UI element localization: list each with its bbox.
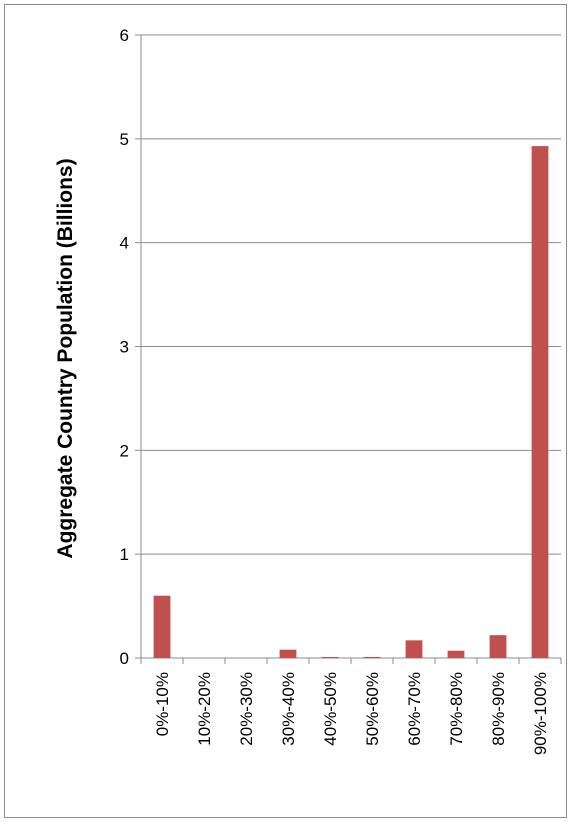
bar-40pct-50pct (321, 656, 339, 658)
y-tick-labels: 0 1 2 3 4 5 6 (120, 26, 129, 668)
bar-90pct-100pct (531, 146, 549, 658)
x-tick-label: 70%-80% (447, 672, 466, 746)
gridlines (135, 34, 562, 664)
y-tick-label: 1 (120, 545, 129, 564)
x-tick-label: 0%-10% (153, 672, 172, 736)
bar-60pct-70pct (405, 640, 423, 658)
x-tick-label: 60%-70% (405, 672, 424, 746)
y-tick-label: 5 (120, 130, 129, 149)
x-tick-label: 20%-30% (237, 672, 256, 746)
bar-30pct-40pct (279, 649, 297, 658)
bars (153, 146, 549, 658)
y-axis-label: Aggregate Country Population (Billions) (54, 158, 77, 558)
x-tick-labels: 0%-10% 10%-20% 20%-30% 30%-40% 40%-50% 50%-60… (153, 672, 550, 755)
x-tick-label: 50%-60% (363, 672, 382, 746)
x-tick-label: 40%-50% (321, 672, 340, 746)
bar-70pct-80pct (447, 650, 465, 658)
bar-0pct-10pct (153, 595, 171, 658)
bar-50pct-60pct (363, 656, 381, 658)
y-tick-label: 6 (120, 26, 129, 45)
y-tick-label: 3 (120, 338, 129, 357)
chart-frame (4, 4, 567, 818)
y-tick-label: 0 (120, 649, 129, 668)
x-tick-label: 10%-20% (195, 672, 214, 746)
x-tick-label: 30%-40% (279, 672, 298, 746)
y-tick-label: 4 (120, 234, 129, 253)
x-tick-label: 90%-100% (531, 672, 550, 755)
y-tick-label: 2 (120, 441, 129, 460)
x-tick-label: 80%-90% (489, 672, 508, 746)
bar-80pct-90pct (489, 635, 507, 658)
